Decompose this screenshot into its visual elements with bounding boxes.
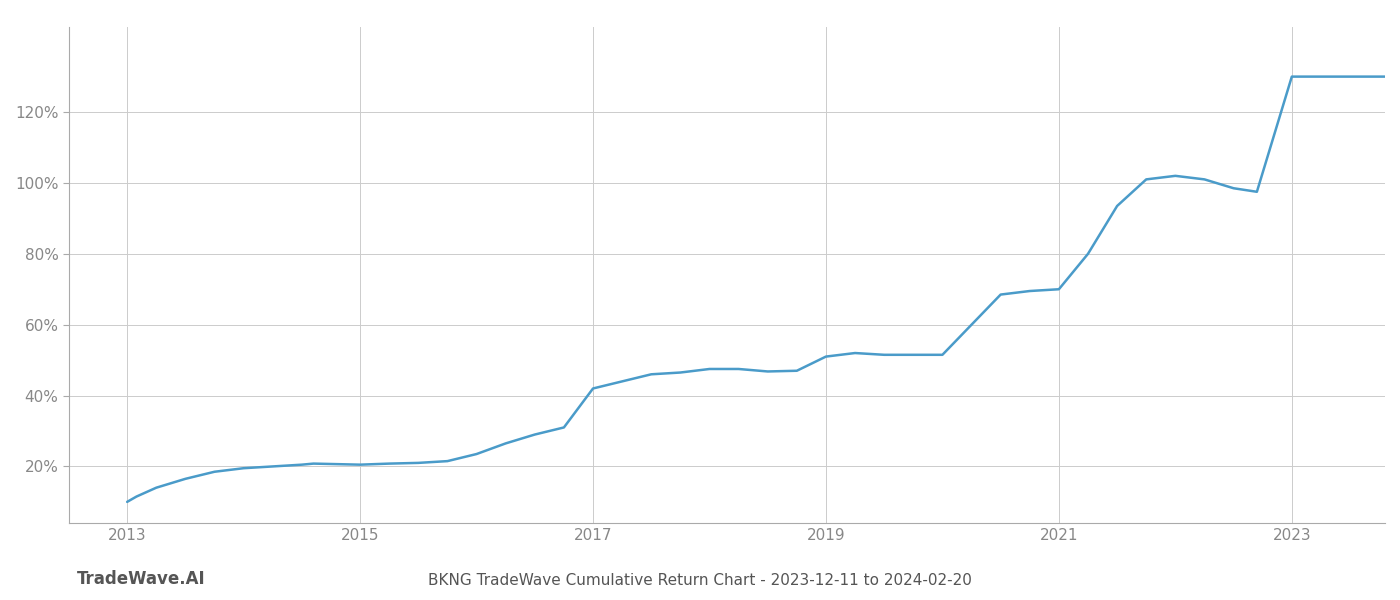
Text: BKNG TradeWave Cumulative Return Chart - 2023-12-11 to 2024-02-20: BKNG TradeWave Cumulative Return Chart -… xyxy=(428,573,972,588)
Text: TradeWave.AI: TradeWave.AI xyxy=(77,570,206,588)
